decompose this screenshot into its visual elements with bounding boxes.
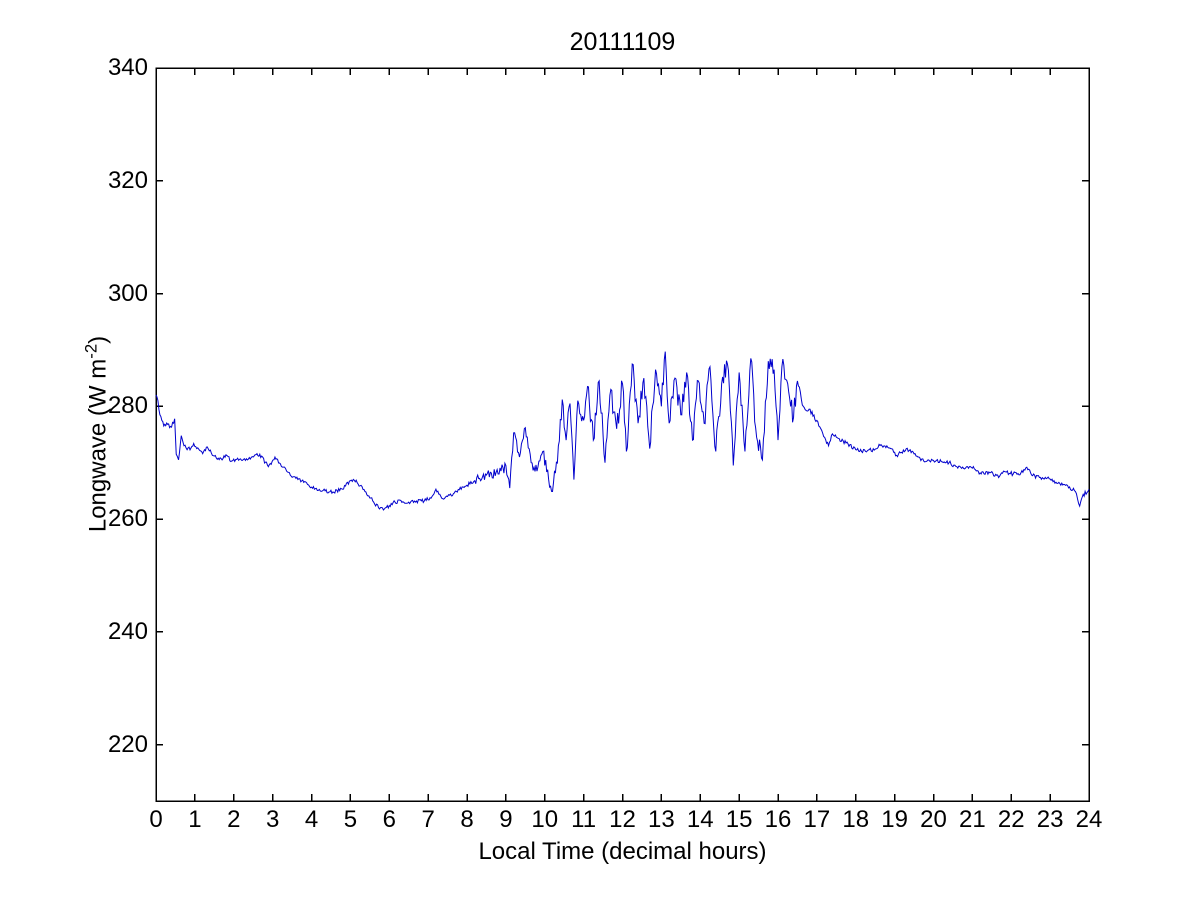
x-tick-label: 18: [842, 806, 870, 833]
y-tick-label: 340: [107, 54, 148, 81]
x-tick-label: 21: [959, 806, 986, 833]
x-tick-label: 0: [149, 806, 163, 833]
x-tick-label: 2: [227, 806, 241, 833]
x-tick-label: 11: [571, 806, 597, 833]
x-tick-label: 15: [725, 806, 753, 833]
x-tick-label: 20: [920, 806, 947, 833]
x-tick-label: 3: [265, 806, 280, 833]
x-tick-label: 23: [1036, 806, 1064, 833]
x-tick-label: 8: [460, 806, 474, 833]
x-tick-label: 6: [382, 806, 396, 833]
x-tick-label: 13: [648, 806, 675, 833]
y-tick-label: 220: [107, 730, 148, 758]
x-axis-label: Local Time (decimal hours): [478, 838, 767, 865]
x-tick-label: 10: [531, 806, 559, 833]
y-tick-label: 240: [107, 617, 148, 645]
y-axis-label-main: Longwave (W m: [84, 358, 112, 533]
y-axis-label-superscript: -2: [81, 343, 101, 359]
longwave-trace: [155, 351, 1090, 511]
x-tick-label: 9: [499, 806, 513, 833]
x-tick-label: 12: [609, 806, 636, 833]
x-tick-label: 22: [997, 806, 1025, 833]
plot-box: [155, 67, 1090, 802]
y-tick-label: 320: [107, 166, 148, 194]
y-tick-label: 300: [107, 279, 148, 307]
plot-title: 20111109: [569, 28, 676, 56]
x-tick-label: 5: [343, 806, 358, 833]
y-tick-label: 260: [107, 505, 148, 533]
x-tick-label: 1: [188, 806, 202, 833]
y-tick-label: 280: [107, 392, 148, 420]
x-tick-label: 17: [803, 806, 831, 833]
y-axis-label-end: ): [84, 335, 112, 344]
x-tick-label: 24: [1075, 806, 1103, 833]
axis-ticks: [155, 67, 1090, 801]
x-tick-label: 4: [304, 806, 319, 833]
y-axis-label: Longwave (W m-2): [82, 336, 113, 532]
x-tick-label: 19: [881, 806, 908, 833]
x-tick-label: 7: [421, 806, 435, 833]
x-tick-label: 14: [686, 806, 714, 833]
x-tick-label: 16: [764, 806, 792, 833]
